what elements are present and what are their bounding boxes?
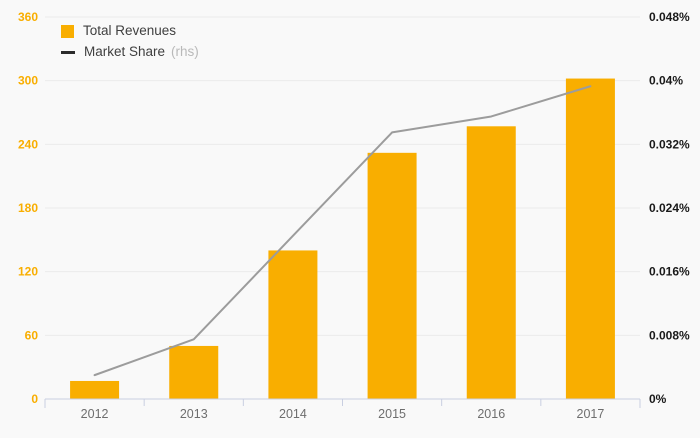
x-axis-tick-label: 2016 bbox=[477, 407, 505, 421]
left-axis-tick-label: 60 bbox=[25, 328, 39, 342]
revenue-bar-2014 bbox=[268, 250, 318, 399]
x-axis-tick-label: 2017 bbox=[577, 407, 605, 421]
right-axis-tick-label: 0% bbox=[649, 392, 667, 406]
x-axis-tick-label: 2015 bbox=[378, 407, 406, 421]
left-axis-tick-label: 0 bbox=[31, 392, 38, 406]
right-axis-tick-label: 0.04% bbox=[649, 74, 683, 88]
left-axis-tick-label: 300 bbox=[18, 74, 38, 88]
left-axis-tick-label: 240 bbox=[18, 137, 38, 151]
revenue-bar-2015 bbox=[367, 152, 417, 399]
x-axis-tick-label: 2013 bbox=[180, 407, 208, 421]
revenue-bar-2016 bbox=[466, 126, 516, 400]
legend-item-total-revenues[interactable]: Total Revenues bbox=[61, 24, 199, 38]
x-axis-tick-label: 2014 bbox=[279, 407, 307, 421]
right-axis-tick-label: 0.016% bbox=[649, 265, 690, 279]
revenue-bar-2017 bbox=[565, 78, 615, 400]
left-axis-tick-label: 360 bbox=[18, 10, 38, 24]
left-axis-tick-label: 180 bbox=[18, 201, 38, 215]
line-swatch-icon bbox=[61, 50, 75, 54]
revenue-bar-2013 bbox=[169, 345, 219, 399]
legend-rhs-note: (rhs) bbox=[171, 44, 199, 59]
left-axis-tick-label: 120 bbox=[18, 265, 38, 279]
right-axis-tick-label: 0.032% bbox=[649, 137, 690, 151]
right-axis-tick-label: 0.048% bbox=[649, 10, 690, 24]
bar-swatch-icon bbox=[61, 24, 74, 38]
legend-label-market-share: Market Share bbox=[84, 44, 166, 59]
right-axis-tick-label: 0.024% bbox=[649, 201, 690, 215]
legend-label-total-revenues: Total Revenues bbox=[83, 23, 177, 38]
x-axis-tick-label: 2012 bbox=[81, 407, 109, 421]
right-axis-tick-label: 0.008% bbox=[649, 328, 690, 342]
legend: Total Revenues Market Share (rhs) bbox=[61, 24, 199, 59]
revenue-bar-2012 bbox=[70, 380, 120, 399]
legend-item-market-share[interactable]: Market Share (rhs) bbox=[61, 45, 199, 59]
market-share-line bbox=[93, 85, 592, 377]
